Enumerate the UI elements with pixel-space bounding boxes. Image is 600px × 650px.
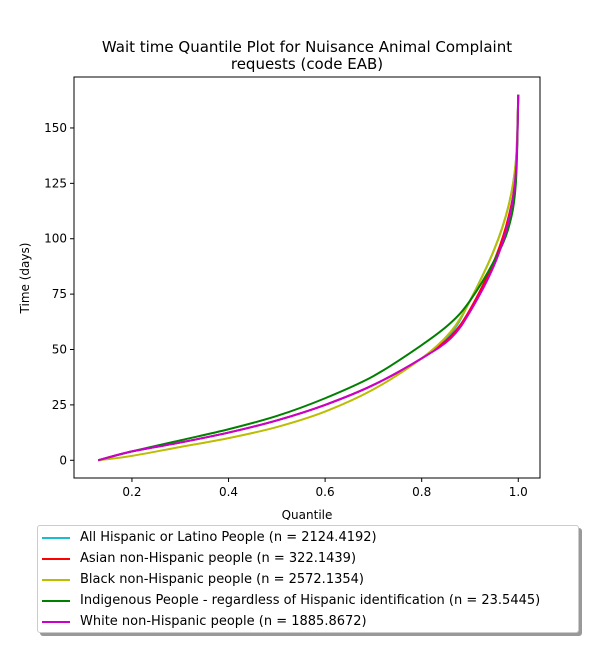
x-tick-label: 0.2 [122, 485, 141, 499]
legend-swatch [42, 599, 70, 602]
y-tick-label: 150 [44, 121, 67, 135]
plot-frame [73, 76, 541, 479]
plot-lines [97, 94, 520, 462]
series-line [98, 94, 520, 462]
legend-swatch [42, 557, 70, 560]
x-tick-label: 0.8 [412, 485, 431, 499]
y-axis-label: Time (days) [18, 243, 32, 315]
legend-label: Asian non-Hispanic people (n = 322.1439) [80, 551, 357, 566]
y-tick-label: 75 [52, 287, 67, 301]
legend-entry: White non-Hispanic people (n = 1885.8672… [38, 611, 367, 632]
x-tick-label: 1.0 [509, 485, 528, 499]
x-axis-ticks: 0.2 0.4 0.6 0.8 1.0 [122, 478, 528, 499]
series-line [97, 94, 520, 462]
chart-title-line-2: requests (code EAB) [231, 55, 383, 73]
legend-label: Black non-Hispanic people (n = 2572.1354… [80, 572, 364, 587]
y-axis-ticks: 0 25 50 75 100 125 150 [44, 121, 74, 467]
y-tick-label: 25 [52, 398, 67, 412]
legend-swatch [42, 620, 70, 623]
legend-label: Indigenous People - regardless of Hispan… [80, 593, 541, 608]
series-line [97, 94, 520, 462]
chart-title-line-1: Wait time Quantile Plot for Nuisance Ani… [102, 38, 512, 56]
x-tick-label: 0.6 [316, 485, 335, 499]
y-tick-label: 50 [52, 343, 67, 357]
chart-legend: All Hispanic or Latino People (n = 2124.… [37, 525, 579, 633]
quantile-chart: Wait time Quantile Plot for Nuisance Ani… [18, 38, 541, 520]
legend-swatch [42, 536, 70, 539]
legend-label: All Hispanic or Latino People (n = 2124.… [80, 530, 377, 545]
y-tick-label: 0 [59, 453, 67, 467]
y-tick-label: 125 [44, 176, 67, 190]
legend-swatch [42, 578, 70, 581]
legend-label: White non-Hispanic people (n = 1885.8672… [80, 614, 367, 629]
legend-entry: All Hispanic or Latino People (n = 2124.… [38, 527, 377, 548]
x-tick-label: 0.4 [219, 485, 238, 499]
legend-entry: Asian non-Hispanic people (n = 322.1439) [38, 548, 356, 569]
legend-entry: Indigenous People - regardless of Hispan… [38, 590, 540, 611]
legend-entry: Black non-Hispanic people (n = 2572.1354… [38, 569, 364, 590]
x-axis-label: Quantile [282, 508, 333, 520]
y-tick-label: 100 [44, 232, 67, 246]
